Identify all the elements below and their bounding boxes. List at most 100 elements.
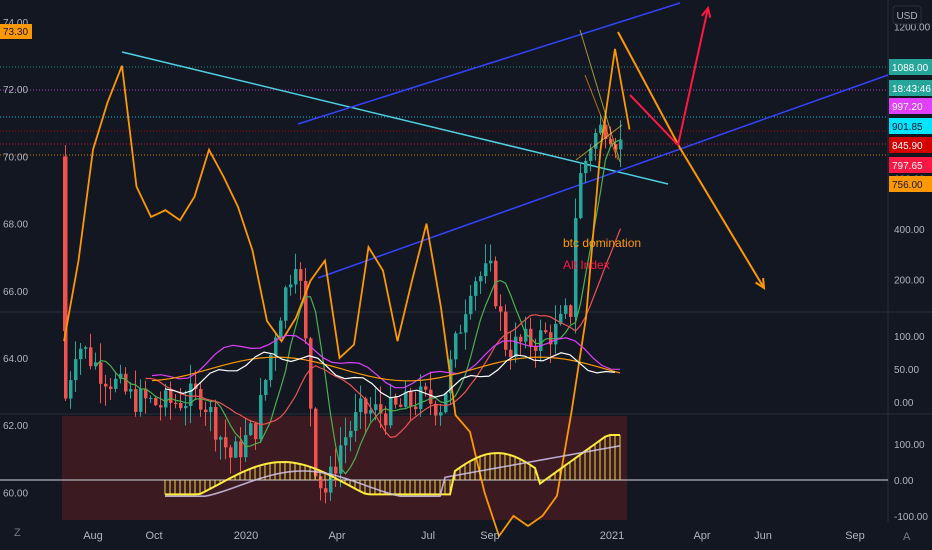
candle-body xyxy=(229,447,233,458)
candle-body xyxy=(469,295,473,315)
candle-body xyxy=(579,173,583,219)
candle-body xyxy=(284,287,288,321)
candle-body xyxy=(109,386,113,389)
candle-body xyxy=(329,466,333,493)
left-axis-label: 74.00 xyxy=(3,18,28,29)
candle-body xyxy=(209,406,213,413)
candle-body xyxy=(63,156,67,332)
candle-body xyxy=(514,336,518,358)
candle-body xyxy=(259,395,263,440)
currency-label[interactable]: USD xyxy=(896,11,917,22)
candle-body xyxy=(344,437,348,446)
candle-body xyxy=(269,354,273,381)
candle-body xyxy=(174,402,178,404)
candle-body xyxy=(129,389,133,392)
candle-body xyxy=(194,383,198,389)
price-tag-label: 901.85 xyxy=(892,122,923,133)
oscillator-signal-line xyxy=(165,445,621,498)
osc-axis-label: 0.00 xyxy=(894,476,914,487)
candle-body xyxy=(299,269,303,281)
candle-body xyxy=(459,332,463,334)
price-tag-label: 797.65 xyxy=(892,161,923,172)
oscillator-background xyxy=(62,416,627,520)
candle-body xyxy=(139,388,143,412)
candle-body xyxy=(604,124,608,140)
time-axis-label: Oct xyxy=(145,530,162,542)
candle-body xyxy=(159,405,163,408)
ma-short xyxy=(95,139,621,475)
rsi-axis-label: 100.00 xyxy=(894,332,925,343)
candle-body xyxy=(534,346,538,351)
annotation-btc-domination: btc domination xyxy=(563,236,641,250)
time-axis[interactable]: Aug Oct 2020 Apr Jul Sep 2021 Apr Jun Sep xyxy=(83,530,865,542)
candle-body xyxy=(504,311,508,350)
candle-body xyxy=(234,441,238,458)
candle-body xyxy=(474,281,478,296)
left-price-axis[interactable]: 74.00 72.00 70.00 68.00 66.00 64.00 62.00 60.00… xyxy=(3,18,28,550)
moving-averages xyxy=(95,139,622,475)
candle-body xyxy=(349,430,353,438)
fib-line xyxy=(584,74,619,161)
price-tag-box xyxy=(889,176,932,192)
candle-body xyxy=(409,391,413,407)
candle-body xyxy=(569,305,573,317)
left-axis-label: 64.00 xyxy=(3,354,28,365)
candle-body xyxy=(204,409,208,413)
currency-button-box[interactable] xyxy=(892,5,922,25)
btc-domination-line xyxy=(63,48,631,539)
candle-body xyxy=(369,410,373,414)
candle-body xyxy=(519,336,523,342)
oscillator-pane xyxy=(164,434,621,498)
candle-body xyxy=(254,423,258,440)
channel-upper-line xyxy=(297,2,681,125)
candle-body xyxy=(404,391,408,407)
candle-body xyxy=(599,124,603,134)
candle-body xyxy=(554,323,558,345)
candle-body xyxy=(364,398,368,414)
candle-body xyxy=(429,389,433,404)
candle-body xyxy=(89,347,93,367)
right-axis-label: 1200.00 xyxy=(894,22,931,33)
candle-body xyxy=(84,347,88,349)
candle-body xyxy=(99,362,103,384)
candle-body xyxy=(219,437,223,440)
rsi-pane xyxy=(151,334,621,399)
candle-body xyxy=(224,437,228,448)
candle-body xyxy=(294,269,298,285)
price-tag-label: 18:43:46 xyxy=(892,84,931,95)
left-axis-label: 70.00 xyxy=(3,152,28,163)
candle-body xyxy=(544,330,548,333)
candle-body xyxy=(309,338,313,409)
left-axis-label: 62.00 xyxy=(3,421,28,432)
candle-body xyxy=(424,386,428,390)
candle-body xyxy=(439,412,443,416)
candle-body xyxy=(134,389,138,412)
candle-body xyxy=(169,390,173,403)
candle-body xyxy=(399,404,403,407)
red-up-arrow xyxy=(629,7,709,148)
candle-body xyxy=(69,380,73,399)
candle-body xyxy=(214,406,218,440)
time-axis-label: 2021 xyxy=(600,530,624,542)
rsi-axis-label: 0.00 xyxy=(894,398,914,409)
projection-arrows[interactable] xyxy=(575,5,766,290)
price-tag-box xyxy=(889,118,932,134)
osc-axis-label: -100.00 xyxy=(894,512,928,523)
price-tag-box xyxy=(889,59,932,75)
candle-body xyxy=(584,160,588,174)
auto-scale-button[interactable]: A xyxy=(903,531,911,543)
candle-body xyxy=(249,423,253,436)
candle-body xyxy=(414,406,418,410)
candle-body xyxy=(464,314,468,333)
candle-body xyxy=(264,380,268,396)
timezone-z-button[interactable]: Z xyxy=(14,527,21,539)
candle-body xyxy=(319,476,323,489)
candlestick-series xyxy=(63,114,623,504)
candle-body xyxy=(489,260,493,264)
candle-body xyxy=(289,284,293,288)
ma-long xyxy=(145,228,622,438)
candle-body xyxy=(279,320,283,338)
left-current-tag-box xyxy=(0,24,32,39)
time-axis-label: Sep xyxy=(480,530,500,542)
